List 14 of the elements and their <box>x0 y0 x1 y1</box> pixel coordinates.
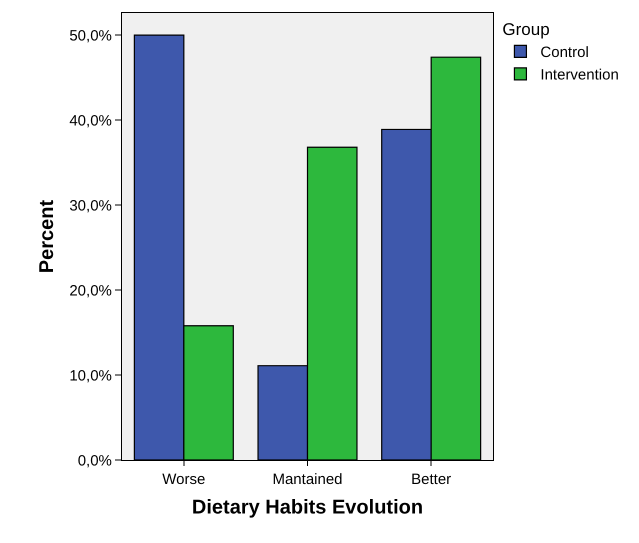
legend-title: Group <box>502 20 550 40</box>
y-axis-title: Percent <box>36 199 58 274</box>
y-tick-label: 0,0% <box>78 452 112 470</box>
x-tick-label: Worse <box>162 471 206 488</box>
y-tick-label: 40,0% <box>69 112 112 130</box>
y-tick-label: 30,0% <box>69 197 112 214</box>
legend-label: Intervention <box>540 66 619 84</box>
x-tick-label: Better <box>411 471 452 488</box>
legend-label: Control <box>540 44 589 62</box>
x-axis-title: Dietary Habits Evolution <box>192 496 424 519</box>
y-tick-label: 50,0% <box>69 27 112 44</box>
x-tick-label: Mantained <box>272 471 343 488</box>
y-tick-label: 20,0% <box>69 282 112 300</box>
y-tick-label: 10,0% <box>69 367 112 384</box>
